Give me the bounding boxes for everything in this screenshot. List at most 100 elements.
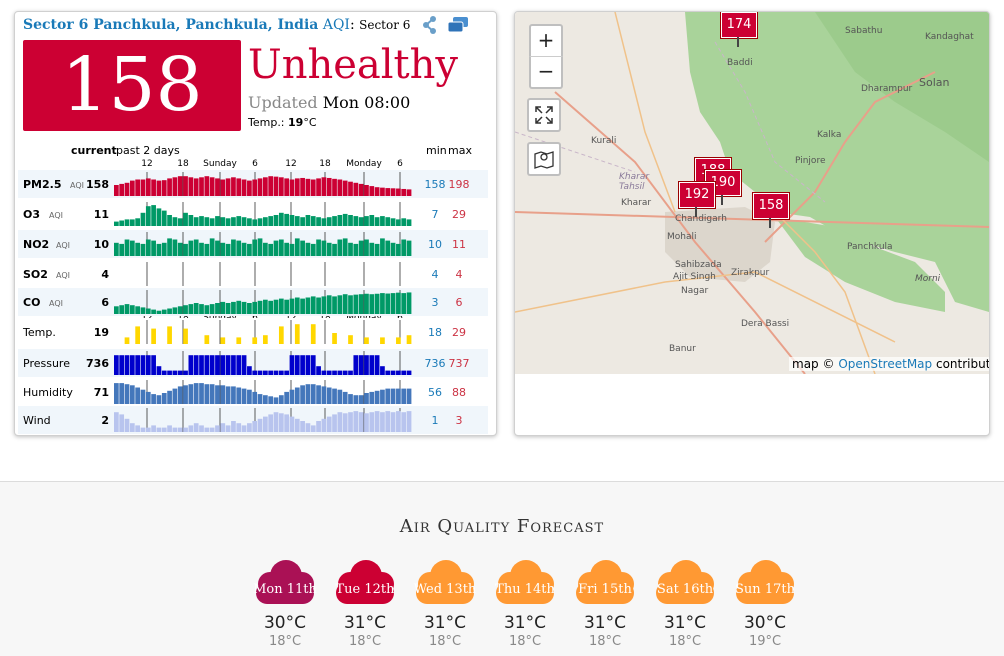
history-bar <box>135 306 141 314</box>
map-layers-button[interactable] <box>527 142 561 176</box>
history-bar <box>268 396 274 404</box>
history-bar <box>348 181 353 196</box>
city-name[interactable]: Sector 6 Panchkula, Panchkula, India <box>23 17 319 33</box>
station-marker[interactable]: 192 <box>679 182 715 217</box>
history-bar <box>390 293 396 314</box>
history-bar <box>369 391 375 404</box>
station-marker[interactable]: 174 <box>721 12 757 47</box>
station-marker[interactable]: 158 <box>753 193 789 228</box>
history-bar <box>316 217 321 226</box>
updated-label: Updated <box>248 93 318 112</box>
history-bar <box>294 324 300 344</box>
history-bar <box>145 308 151 314</box>
history-bar <box>252 301 258 314</box>
forecast-day-label: Tue 12th <box>335 582 395 597</box>
history-bar <box>241 425 247 432</box>
aqi-panel: Sector 6 Panchkula, Panchkula, India AQI… <box>14 11 497 436</box>
windows-icon[interactable] <box>447 16 469 38</box>
city-title[interactable]: Sector 6 Panchkula, Panchkula, India AQI… <box>23 17 411 33</box>
history-bar <box>231 301 236 314</box>
forecast-day-label: Mon 11th <box>253 582 317 597</box>
forecast-day[interactable]: Sun 17th 30°C 19°C <box>728 554 804 654</box>
history-bar <box>326 295 332 314</box>
row-label: CO <box>23 296 40 309</box>
history-bar <box>183 328 188 344</box>
forecast-temp-min: 18°C <box>428 634 462 649</box>
history-bar <box>396 411 401 432</box>
history-bar <box>401 239 407 256</box>
row-label: Temp. <box>22 326 56 339</box>
map[interactable]: + − Sabathu Kandaghat Solan Dharampur Ka… <box>515 12 989 374</box>
history-bar <box>348 394 353 404</box>
history-bar <box>140 243 146 256</box>
history-bar <box>278 370 284 375</box>
history-bar <box>247 389 252 404</box>
history-bar <box>305 423 311 432</box>
history-bar <box>406 370 412 375</box>
history-bar <box>310 179 316 196</box>
history-bar <box>225 425 231 432</box>
history-bar <box>204 176 210 196</box>
zoom-out-button[interactable]: − <box>529 56 563 89</box>
history-bar <box>140 307 146 314</box>
history-bar <box>337 179 343 196</box>
history-bar <box>263 370 268 375</box>
row-max: 4 <box>456 268 463 281</box>
station-name: Sector 6 <box>359 18 411 32</box>
history-bar <box>257 300 263 314</box>
history-bar <box>257 370 263 375</box>
history-bar <box>204 335 210 344</box>
history-bar <box>151 328 156 344</box>
history-bar <box>119 383 125 404</box>
history-bar <box>289 355 295 375</box>
osm-link[interactable]: OpenStreetMap <box>838 357 933 371</box>
history-bar <box>358 294 364 314</box>
history-bar <box>183 305 188 314</box>
history-bar <box>119 183 125 196</box>
history-bar <box>145 391 151 404</box>
history-bar <box>209 384 215 404</box>
place-label: Sabathu <box>845 26 883 36</box>
history-bar <box>390 218 396 226</box>
history-bar <box>268 414 274 432</box>
history-bar <box>215 240 220 256</box>
row-max: 3 <box>456 414 463 427</box>
place-label: Kurali <box>591 136 617 146</box>
history-bar <box>236 387 242 404</box>
history-bar <box>215 355 220 375</box>
history-chart: 1218Sunday61218Monday61218Sunday61218Mon… <box>18 159 488 434</box>
history-bar <box>114 412 119 432</box>
history-bar <box>172 388 178 404</box>
forecast-day[interactable]: Sat 16th 31°C 18°C <box>648 554 724 654</box>
forecast-day[interactable]: Tue 12th 31°C 18°C <box>328 554 404 654</box>
time-label: Monday <box>346 159 382 169</box>
history-bar <box>284 242 290 256</box>
forecast-day[interactable]: Thu 14th 31°C 18°C <box>488 554 564 654</box>
row-label: O3 <box>23 208 40 221</box>
row-current: 11 <box>94 208 109 221</box>
place-label: Pinjore <box>795 156 826 166</box>
history-bar <box>140 389 146 404</box>
share-icon[interactable] <box>422 16 438 38</box>
row-label: Wind <box>23 414 51 427</box>
history-bar <box>342 294 348 314</box>
history-bar <box>177 176 183 196</box>
forecast-day[interactable]: Mon 11th 30°C 18°C <box>248 554 324 654</box>
row-unit: AQI <box>56 241 70 250</box>
forecast-day[interactable]: Fri 15th 31°C 18°C <box>568 554 644 654</box>
fullscreen-button[interactable] <box>527 98 561 132</box>
history-bar <box>374 390 380 404</box>
row-label: NO2 <box>23 238 49 251</box>
history-bar <box>273 412 279 432</box>
forecast-day[interactable]: Wed 13th 31°C 18°C <box>408 554 484 654</box>
zoom-in-button[interactable]: + <box>529 24 563 58</box>
forecast-temp-max: 31°C <box>663 613 706 633</box>
history-bar <box>177 427 183 432</box>
history-bar <box>129 385 135 404</box>
history-bar <box>156 310 162 314</box>
forecast-temp-max: 30°C <box>743 613 786 633</box>
cloud-icon <box>736 560 794 604</box>
history-bar <box>231 239 236 256</box>
history-bar <box>236 300 242 314</box>
history-bar <box>326 242 332 256</box>
